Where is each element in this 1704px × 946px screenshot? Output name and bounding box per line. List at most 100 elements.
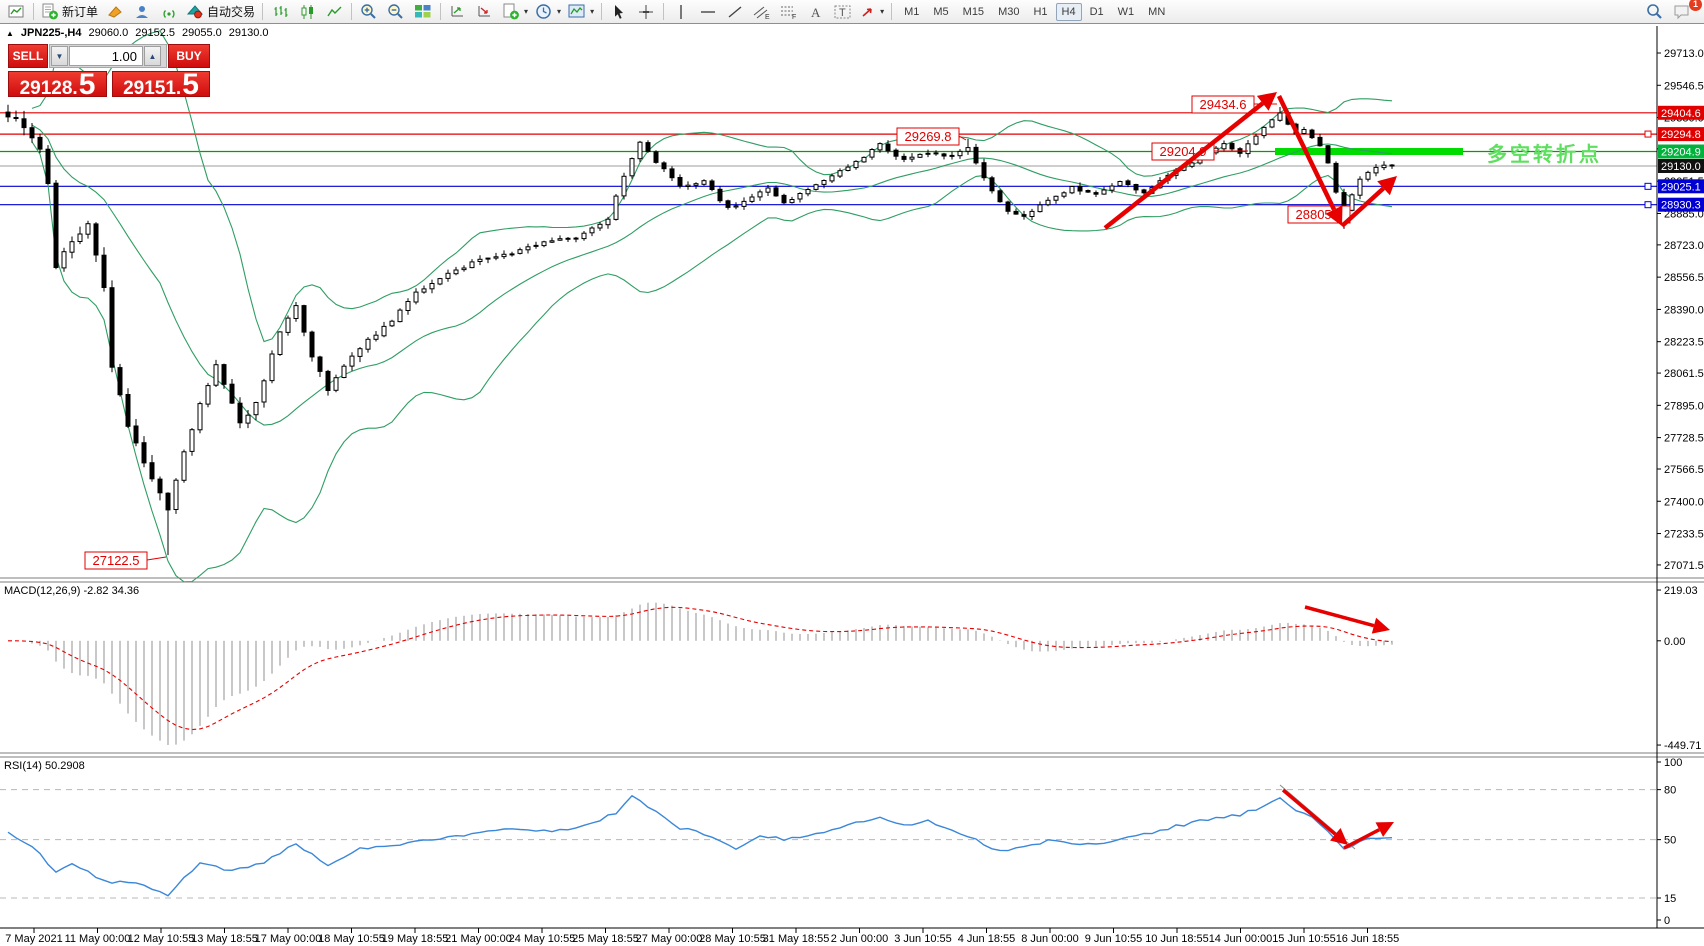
- svg-text:18 May 10:55: 18 May 10:55: [318, 933, 385, 945]
- volume-input[interactable]: [69, 46, 143, 66]
- new-order-button[interactable]: 新订单: [38, 2, 101, 22]
- add-indicator-button[interactable]: ▾: [499, 2, 531, 22]
- price-tag-29404.6: [1658, 105, 1704, 120]
- svg-text:29546.5: 29546.5: [1664, 80, 1704, 92]
- collapse-triangle-icon[interactable]: ▲: [6, 28, 14, 38]
- rsi-label: RSI(14) 50.2908: [4, 760, 85, 772]
- svg-text:T: T: [839, 7, 846, 19]
- buy-price-big: 5: [182, 68, 199, 101]
- svg-text:10 Jun 18:55: 10 Jun 18:55: [1145, 933, 1209, 945]
- vertical-line-tool-icon[interactable]: [668, 2, 694, 22]
- chart-template-button[interactable]: ▾: [565, 2, 597, 22]
- bar-chart-type-icon[interactable]: [267, 2, 293, 22]
- timeframe-h4[interactable]: H4: [1055, 2, 1082, 21]
- svg-text:28556.5: 28556.5: [1664, 272, 1704, 284]
- equidistant-channel-tool-icon[interactable]: E: [749, 2, 775, 22]
- volume-increase-button[interactable]: ▲: [144, 46, 161, 66]
- symbol-name: JPN225-,H4: [20, 27, 82, 39]
- macd-label: MACD(12,26,9) -2.82 34.36: [4, 585, 139, 597]
- svg-text:15 Jun 10:55: 15 Jun 10:55: [1272, 933, 1336, 945]
- annotation-text: 多空转折点: [1487, 142, 1602, 166]
- annotation-layer: 多空转折点: [1487, 142, 1602, 166]
- crosshair-icon[interactable]: [633, 2, 659, 22]
- svg-text:13 May 18:55: 13 May 18:55: [191, 933, 258, 945]
- timeframe-m30[interactable]: M30: [998, 5, 1020, 18]
- svg-text:-449.71: -449.71: [1664, 740, 1701, 752]
- timeframe-d1[interactable]: D1: [1089, 5, 1104, 18]
- timeframe-h1[interactable]: H1: [1033, 5, 1048, 18]
- signal-icon[interactable]: [156, 2, 182, 22]
- price-chart-svg[interactable]: 29713.029546.529380.029218.529051.528885…: [0, 25, 1704, 946]
- svg-text:27233.5: 27233.5: [1664, 529, 1704, 541]
- svg-text:0: 0: [1664, 915, 1670, 927]
- svg-text:28930.3: 28930.3: [1661, 200, 1701, 212]
- indicator-window-icon[interactable]: [445, 2, 471, 22]
- notification-badge: 1: [1689, 0, 1702, 11]
- trendline-tool-icon[interactable]: [722, 2, 748, 22]
- timeframe-m1[interactable]: M1: [904, 5, 920, 18]
- price-tag-29130.0: [1658, 159, 1704, 173]
- timeframe-m15[interactable]: M15: [962, 5, 985, 18]
- toolbar-separator: [262, 3, 264, 20]
- svg-text:219.03: 219.03: [1664, 585, 1698, 597]
- ohlc-low: 29055.0: [182, 27, 222, 39]
- indicator-window-add-icon[interactable]: [472, 2, 498, 22]
- chart-window-icon[interactable]: [3, 2, 29, 22]
- svg-text:0.00: 0.00: [1664, 636, 1685, 648]
- line-chart-type-icon[interactable]: [321, 2, 347, 22]
- profile-user-icon[interactable]: [129, 2, 155, 22]
- tile-windows-icon[interactable]: [410, 2, 436, 22]
- search-icon[interactable]: [1642, 2, 1668, 22]
- timeframe-m5[interactable]: M5: [933, 5, 949, 18]
- timeframe-mn[interactable]: MN: [1148, 5, 1166, 18]
- volume-stepper: ▼ ▲: [49, 44, 167, 68]
- svg-text:27 May 00:00: 27 May 00:00: [636, 933, 703, 945]
- svg-text:29204.9: 29204.9: [1661, 146, 1701, 158]
- svg-text:29294.8: 29294.8: [1661, 129, 1701, 141]
- svg-text:7 May 2021: 7 May 2021: [5, 933, 62, 945]
- svg-text:14 Jun 00:00: 14 Jun 00:00: [1209, 933, 1273, 945]
- svg-text:19 May 18:55: 19 May 18:55: [382, 933, 449, 945]
- svg-text:8 Jun 00:00: 8 Jun 00:00: [1021, 933, 1079, 945]
- toolbar-separator: [891, 3, 893, 20]
- zoom-out-icon[interactable]: [383, 2, 409, 22]
- price-tag-29294.8: [1658, 127, 1704, 142]
- sell-label: SELL: [12, 49, 44, 63]
- crayon-icon[interactable]: [102, 2, 128, 22]
- fibonacci-tool-icon[interactable]: F: [776, 2, 802, 22]
- chat-icon[interactable]: 1: [1669, 0, 1702, 22]
- svg-text:100: 100: [1664, 757, 1682, 769]
- svg-text:3 Jun 10:55: 3 Jun 10:55: [894, 933, 952, 945]
- sell-price-display[interactable]: 29128. 5: [8, 70, 107, 100]
- buy-price-display[interactable]: 29151. 5: [112, 68, 210, 101]
- trend-arrows-layer: [1103, 92, 1397, 850]
- svg-text:27728.5: 27728.5: [1664, 433, 1704, 445]
- price-callout-29269.8: [896, 127, 960, 146]
- buy-price-int: 29151.: [123, 78, 182, 99]
- svg-text:28223.5: 28223.5: [1664, 337, 1704, 349]
- candlestick-chart-type-icon[interactable]: [294, 2, 320, 22]
- period-clock-button[interactable]: ▾: [532, 2, 564, 22]
- chart-frame-layer: [0, 26, 1704, 929]
- text-label-tool-icon[interactable]: T: [830, 2, 856, 22]
- new-order-label: 新订单: [62, 5, 99, 19]
- zoom-in-icon[interactable]: [356, 2, 382, 22]
- buy-button[interactable]: BUY: [168, 44, 210, 68]
- horizontal-line-tool-icon[interactable]: [695, 2, 721, 22]
- auto-trading-button[interactable]: 自动交易: [183, 2, 258, 22]
- svg-text:27071.5: 27071.5: [1664, 560, 1704, 572]
- toolbar-separator: [601, 3, 603, 20]
- timeframe-w1[interactable]: W1: [1117, 5, 1135, 18]
- volume-decrease-button[interactable]: ▼: [51, 46, 68, 66]
- svg-text:28061.5: 28061.5: [1664, 368, 1704, 380]
- cursor-icon[interactable]: [606, 2, 632, 22]
- svg-text:28723.0: 28723.0: [1664, 240, 1704, 252]
- arrow-objects-button[interactable]: ▾: [857, 2, 887, 22]
- sell-button[interactable]: SELL: [8, 44, 48, 68]
- svg-text:9 Jun 10:55: 9 Jun 10:55: [1085, 933, 1143, 945]
- text-tool-icon[interactable]: A: [803, 2, 829, 22]
- svg-text:29434.6: 29434.6: [1200, 97, 1247, 112]
